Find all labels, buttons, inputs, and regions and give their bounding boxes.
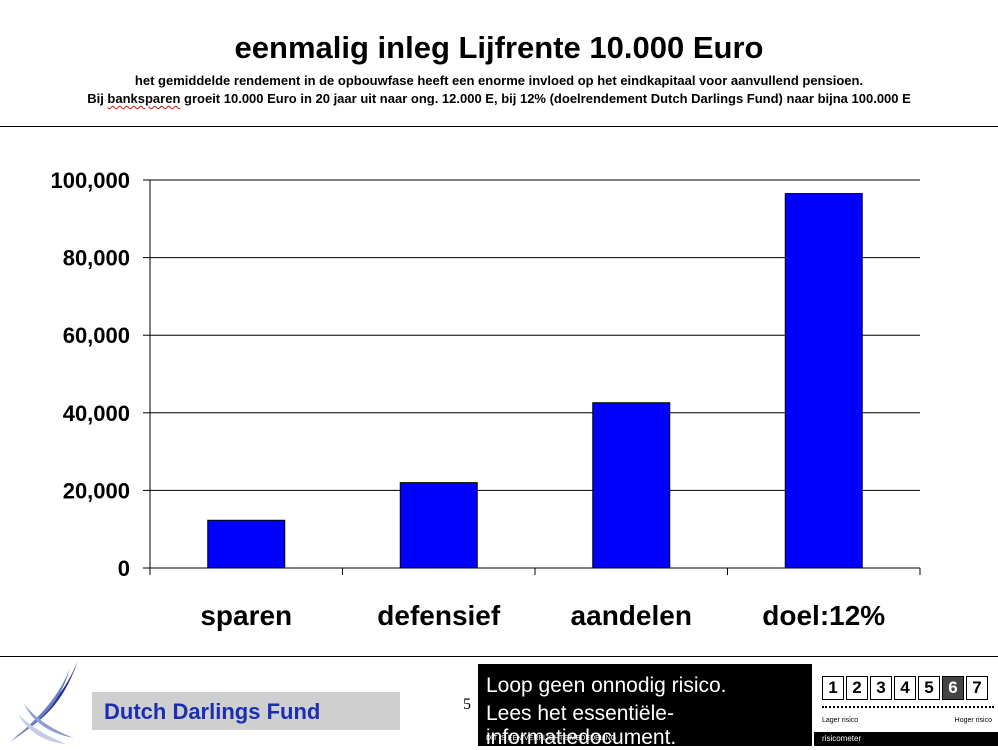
risk-arrow-icon bbox=[822, 706, 994, 714]
x-category-label: defensief bbox=[377, 600, 501, 631]
mandatory-notice: DIT IS EEN VERPLICHTE MEDEDELING bbox=[486, 735, 617, 742]
risk-level-3: 3 bbox=[870, 676, 892, 700]
subtitle-line-2-post: groeit 10.000 Euro in 20 jaar uit naar o… bbox=[180, 91, 911, 106]
y-tick-label: 40,000 bbox=[63, 401, 130, 426]
spellcheck-flagged-word: banksparen bbox=[107, 91, 181, 106]
risk-warning-line-2: Lees het essentiële-informatiedocument. bbox=[486, 702, 677, 749]
subtitle-line-2: Bij banksparen groeit 10.000 Euro in 20 … bbox=[0, 90, 998, 107]
x-category-label: doel:12% bbox=[762, 600, 885, 631]
bar-1 bbox=[207, 519, 286, 569]
x-category-label: aandelen bbox=[571, 600, 692, 631]
fund-logo-icon bbox=[10, 660, 78, 744]
y-tick-label: 0 bbox=[118, 556, 130, 581]
subtitle-line-1: het gemiddelde rendement in de opbouwfas… bbox=[134, 73, 864, 88]
bar-2 bbox=[399, 482, 478, 569]
riskometer-label: risicometer bbox=[814, 732, 998, 746]
brand-banner: Dutch Darlings Fund bbox=[92, 692, 400, 730]
risk-level-7: 7 bbox=[966, 676, 988, 700]
y-tick-label: 80,000 bbox=[63, 246, 130, 271]
page-number: 5 bbox=[463, 696, 471, 713]
risk-low-label: Lager risico bbox=[822, 717, 859, 724]
y-tick-label: 100,000 bbox=[50, 168, 130, 193]
bar-chart: 0 20,000 40,000 60,000 80,000 100,000 sparen de… bbox=[50, 168, 921, 631]
y-tick-label: 60,000 bbox=[63, 323, 130, 348]
risk-warning-line-1: Loop geen onnodig risico. bbox=[486, 674, 727, 697]
bar-4 bbox=[784, 193, 863, 569]
risk-level-1: 1 bbox=[822, 676, 844, 700]
risk-warning-banner: Loop geen onnodig risico. Lees het essen… bbox=[478, 664, 812, 749]
risk-high-label: Hoger risico bbox=[954, 717, 992, 724]
bar-3 bbox=[592, 402, 671, 569]
risk-level-5: 5 bbox=[918, 676, 940, 700]
page-title: eenmalig inleg Lijfrente 10.000 Euro bbox=[234, 30, 764, 65]
subtitle-line-2-pre: Bij bbox=[87, 91, 108, 106]
risk-level-4: 4 bbox=[894, 676, 916, 700]
header-divider bbox=[0, 126, 998, 127]
risk-level-6: 6 bbox=[942, 676, 964, 700]
brand-name: Dutch Darlings Fund bbox=[104, 699, 321, 724]
risk-level-2: 2 bbox=[846, 676, 868, 700]
footer-divider bbox=[0, 656, 998, 657]
y-tick-label: 20,000 bbox=[63, 478, 130, 503]
x-category-label: sparen bbox=[200, 600, 292, 631]
